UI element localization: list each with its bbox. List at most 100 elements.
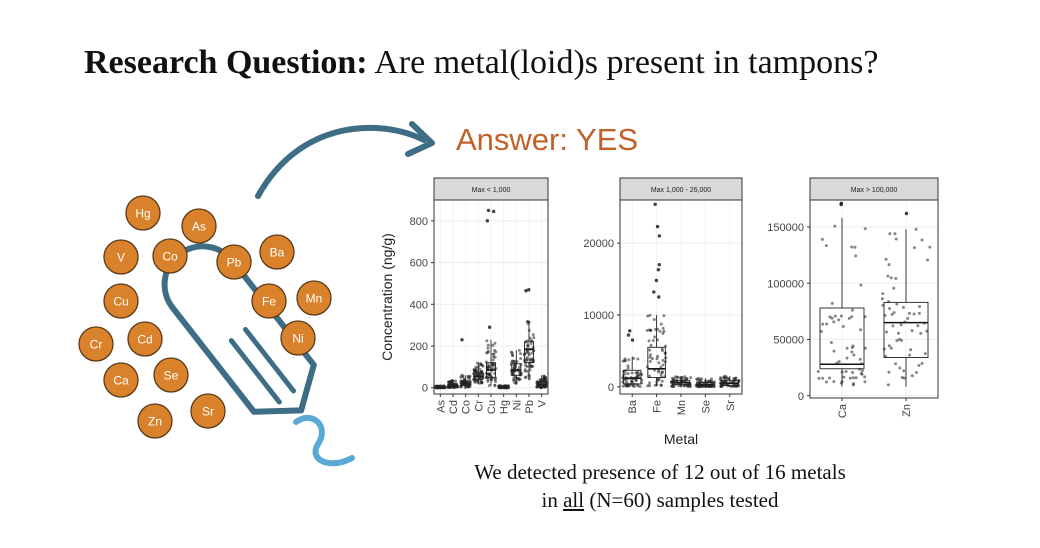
data-point bbox=[526, 322, 530, 326]
data-point bbox=[526, 343, 530, 347]
y-tick-label: 0 bbox=[608, 382, 614, 394]
metal-symbol-label: Mn bbox=[306, 292, 323, 306]
data-point bbox=[648, 355, 652, 359]
data-point bbox=[908, 353, 912, 357]
data-point bbox=[658, 329, 662, 333]
data-point bbox=[502, 384, 506, 388]
data-point bbox=[660, 349, 664, 353]
data-point bbox=[481, 364, 485, 368]
data-point bbox=[467, 385, 471, 389]
data-point bbox=[699, 383, 703, 387]
x-tick-label: As bbox=[435, 400, 447, 413]
data-point bbox=[524, 375, 528, 379]
data-point bbox=[543, 376, 547, 380]
data-point bbox=[530, 351, 534, 355]
data-point bbox=[920, 238, 924, 242]
box-cu bbox=[484, 339, 498, 388]
data-point bbox=[664, 356, 668, 360]
data-point bbox=[724, 375, 728, 379]
metal-symbol-label: V bbox=[117, 251, 125, 265]
data-point bbox=[481, 375, 485, 379]
data-point bbox=[626, 366, 630, 370]
data-point bbox=[653, 335, 657, 339]
box-cr bbox=[471, 361, 485, 385]
data-point bbox=[636, 370, 640, 374]
outlier-point bbox=[657, 234, 662, 238]
x-tick-label: Zn bbox=[901, 404, 913, 417]
data-point bbox=[454, 379, 458, 383]
outlier-point bbox=[653, 202, 657, 207]
x-axis-title: Metal bbox=[664, 431, 698, 447]
data-point bbox=[449, 384, 453, 388]
data-point bbox=[821, 376, 825, 380]
metal-circle-v: V bbox=[103, 239, 139, 275]
data-point bbox=[678, 381, 682, 385]
data-point bbox=[853, 245, 857, 249]
data-point bbox=[459, 379, 463, 383]
data-point bbox=[624, 377, 628, 381]
data-point bbox=[820, 237, 824, 241]
data-point bbox=[532, 336, 536, 340]
box-ca bbox=[816, 218, 867, 387]
data-point bbox=[816, 369, 820, 373]
data-point bbox=[698, 381, 702, 385]
data-point bbox=[863, 380, 867, 384]
data-point bbox=[848, 376, 852, 380]
data-point bbox=[510, 351, 514, 355]
data-point bbox=[884, 330, 888, 334]
data-point bbox=[890, 312, 894, 316]
y-tick-label: 20000 bbox=[583, 238, 614, 250]
outlier-point bbox=[657, 262, 661, 267]
metal-symbol-label: As bbox=[192, 220, 206, 234]
data-point bbox=[909, 348, 913, 352]
data-point bbox=[928, 245, 932, 249]
metal-circle-zn: Zn bbox=[137, 403, 173, 439]
data-point bbox=[460, 383, 464, 387]
data-point bbox=[887, 263, 891, 267]
y-axis-title: Concentration (ng/g) bbox=[379, 233, 395, 361]
data-point bbox=[524, 348, 528, 352]
facet-title: Max < 1,000 bbox=[472, 187, 511, 194]
data-point bbox=[630, 371, 634, 375]
data-point bbox=[625, 383, 629, 387]
data-point bbox=[544, 385, 548, 389]
data-point bbox=[912, 246, 916, 250]
data-point bbox=[629, 379, 633, 383]
box-hg bbox=[497, 384, 511, 390]
box-co bbox=[459, 373, 473, 389]
data-point bbox=[918, 304, 922, 308]
data-point bbox=[648, 328, 652, 332]
data-point bbox=[858, 357, 862, 361]
facet-title: Max 1,000 - 26,000 bbox=[651, 187, 711, 194]
data-point bbox=[850, 315, 854, 319]
data-point bbox=[889, 346, 893, 350]
data-point bbox=[659, 322, 663, 326]
box-as bbox=[433, 384, 447, 390]
y-tick-label: 100000 bbox=[767, 278, 804, 290]
data-point bbox=[473, 380, 477, 384]
data-point bbox=[916, 324, 920, 328]
data-point bbox=[887, 300, 891, 304]
y-tick-label: 400 bbox=[410, 299, 428, 311]
outlier-point bbox=[460, 338, 464, 342]
data-point bbox=[653, 327, 657, 331]
metal-symbol-label: Sr bbox=[202, 405, 214, 419]
data-point bbox=[828, 376, 832, 380]
data-point bbox=[493, 341, 497, 345]
data-point bbox=[881, 292, 885, 296]
data-point bbox=[529, 360, 533, 364]
data-point bbox=[881, 303, 885, 307]
chart-panel-3: Max > 100,000 0 50000 100000 150000 Ca Zn bbox=[767, 177, 939, 418]
data-point bbox=[688, 384, 692, 388]
data-point bbox=[839, 381, 843, 385]
data-point bbox=[859, 362, 863, 366]
data-point bbox=[636, 384, 640, 388]
data-point bbox=[926, 258, 930, 262]
y-tick-label: 0 bbox=[422, 383, 428, 395]
data-point bbox=[851, 376, 855, 380]
box-pb bbox=[522, 320, 536, 381]
data-point bbox=[830, 301, 834, 305]
data-point bbox=[902, 376, 906, 380]
x-tick-label: Cu bbox=[486, 400, 498, 414]
x-tick-label: Hg bbox=[499, 400, 511, 414]
